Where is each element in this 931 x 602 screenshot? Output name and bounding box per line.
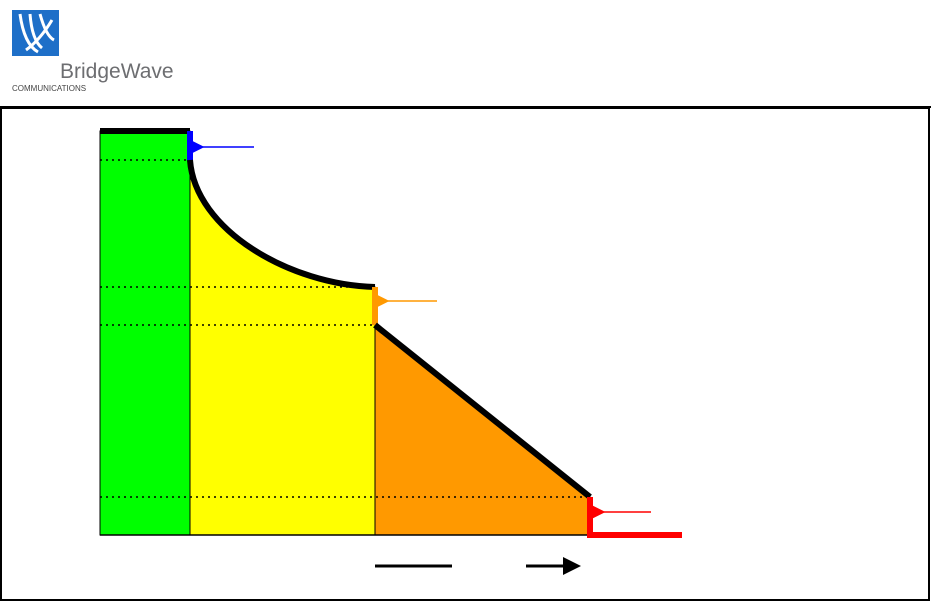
dotted-guides bbox=[100, 159, 590, 498]
logo-tagline: COMMUNICATIONS bbox=[12, 84, 86, 93]
frame bbox=[0, 107, 930, 601]
red-step bbox=[587, 497, 682, 538]
logo-name: BridgeWave bbox=[60, 60, 174, 83]
logo: BridgeWave COMMUNICATIONS bbox=[12, 10, 174, 93]
curve bbox=[187, 159, 376, 290]
slope bbox=[373, 322, 592, 500]
orange-zone bbox=[374, 323, 591, 536]
green-zone bbox=[99, 130, 191, 536]
logo-waves bbox=[18, 13, 55, 54]
